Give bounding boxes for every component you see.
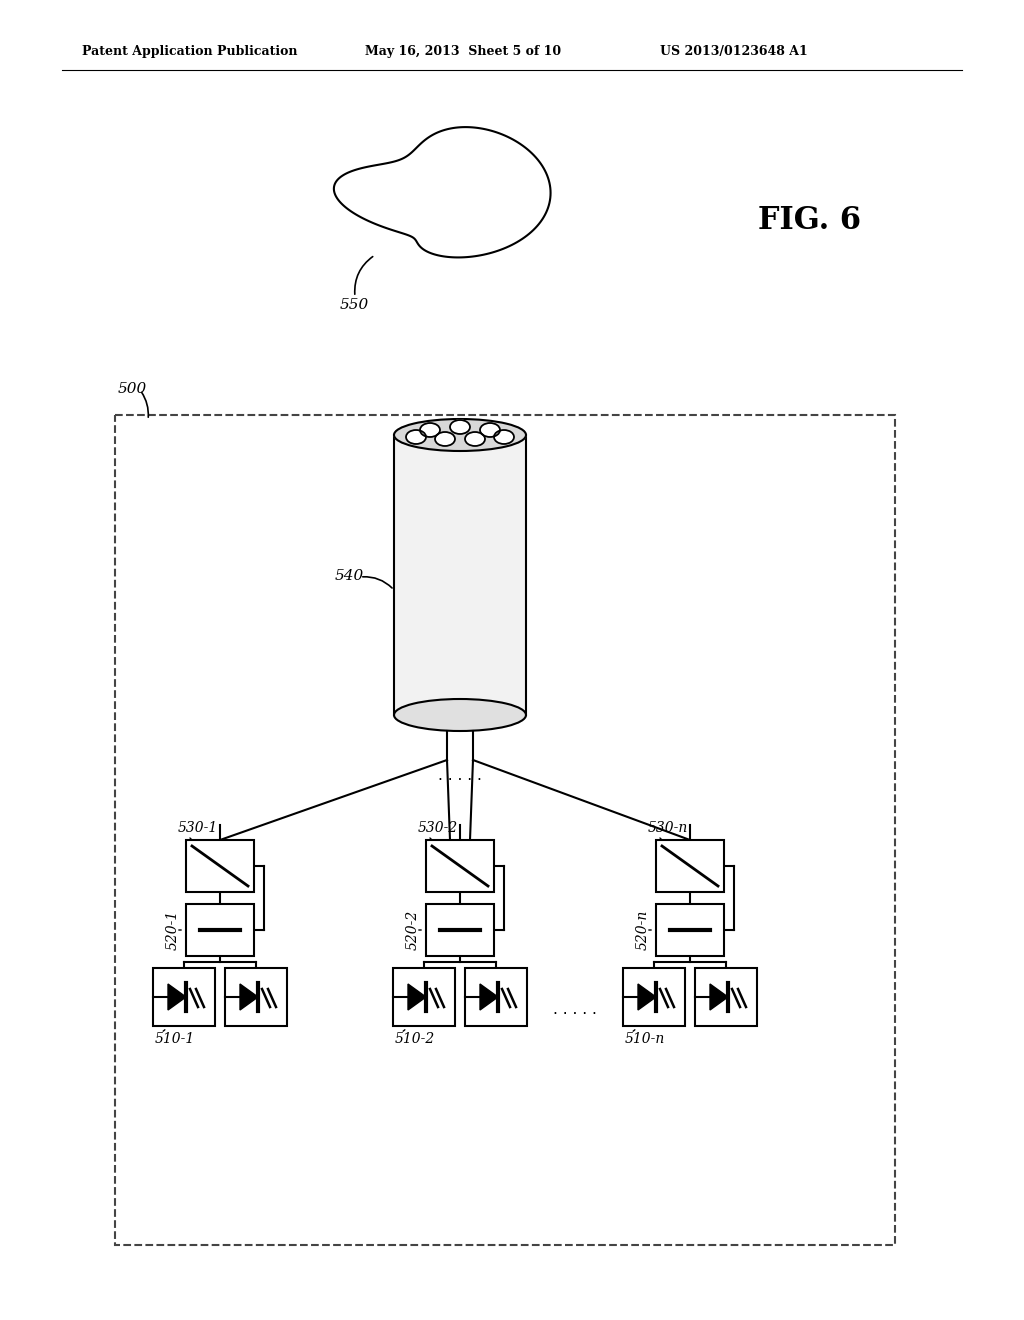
Ellipse shape xyxy=(494,430,514,444)
Bar xyxy=(115,414,895,1245)
Text: 520-1: 520-1 xyxy=(166,909,180,950)
Bar xyxy=(426,904,494,956)
Polygon shape xyxy=(638,983,656,1010)
Ellipse shape xyxy=(480,422,500,437)
Ellipse shape xyxy=(406,430,426,444)
Bar xyxy=(656,904,724,956)
Text: 530-2: 530-2 xyxy=(418,821,459,836)
Text: 520-n: 520-n xyxy=(636,909,650,950)
Ellipse shape xyxy=(394,700,526,731)
Bar xyxy=(186,840,254,892)
Bar xyxy=(465,968,527,1026)
Text: 510-1: 510-1 xyxy=(155,1032,196,1045)
Text: May 16, 2013  Sheet 5 of 10: May 16, 2013 Sheet 5 of 10 xyxy=(365,45,561,58)
Bar xyxy=(393,968,455,1026)
Bar xyxy=(394,436,526,715)
Text: 540: 540 xyxy=(335,569,365,583)
Bar xyxy=(623,968,685,1026)
Ellipse shape xyxy=(394,418,526,451)
Ellipse shape xyxy=(450,420,470,434)
Ellipse shape xyxy=(465,432,485,446)
Bar xyxy=(225,968,287,1026)
Bar xyxy=(656,840,724,892)
Bar xyxy=(186,904,254,956)
Text: Patent Application Publication: Patent Application Publication xyxy=(82,45,298,58)
Text: . . . . .: . . . . . xyxy=(438,767,482,783)
Text: 520-2: 520-2 xyxy=(406,909,420,950)
Polygon shape xyxy=(240,983,258,1010)
Text: 510-2: 510-2 xyxy=(395,1032,435,1045)
Text: FIG. 6: FIG. 6 xyxy=(758,205,861,236)
Text: 530-n: 530-n xyxy=(648,821,688,836)
Text: 550: 550 xyxy=(340,298,370,312)
Text: 500: 500 xyxy=(118,381,147,396)
Ellipse shape xyxy=(420,422,440,437)
Text: . . . . .: . . . . . xyxy=(553,1002,597,1018)
Polygon shape xyxy=(480,983,498,1010)
Polygon shape xyxy=(710,983,728,1010)
Bar xyxy=(153,968,215,1026)
Text: 530-1: 530-1 xyxy=(178,821,218,836)
Polygon shape xyxy=(408,983,426,1010)
Bar xyxy=(426,840,494,892)
Text: US 2013/0123648 A1: US 2013/0123648 A1 xyxy=(660,45,808,58)
Bar xyxy=(695,968,757,1026)
Ellipse shape xyxy=(435,432,455,446)
Polygon shape xyxy=(168,983,186,1010)
Text: 510-n: 510-n xyxy=(625,1032,666,1045)
